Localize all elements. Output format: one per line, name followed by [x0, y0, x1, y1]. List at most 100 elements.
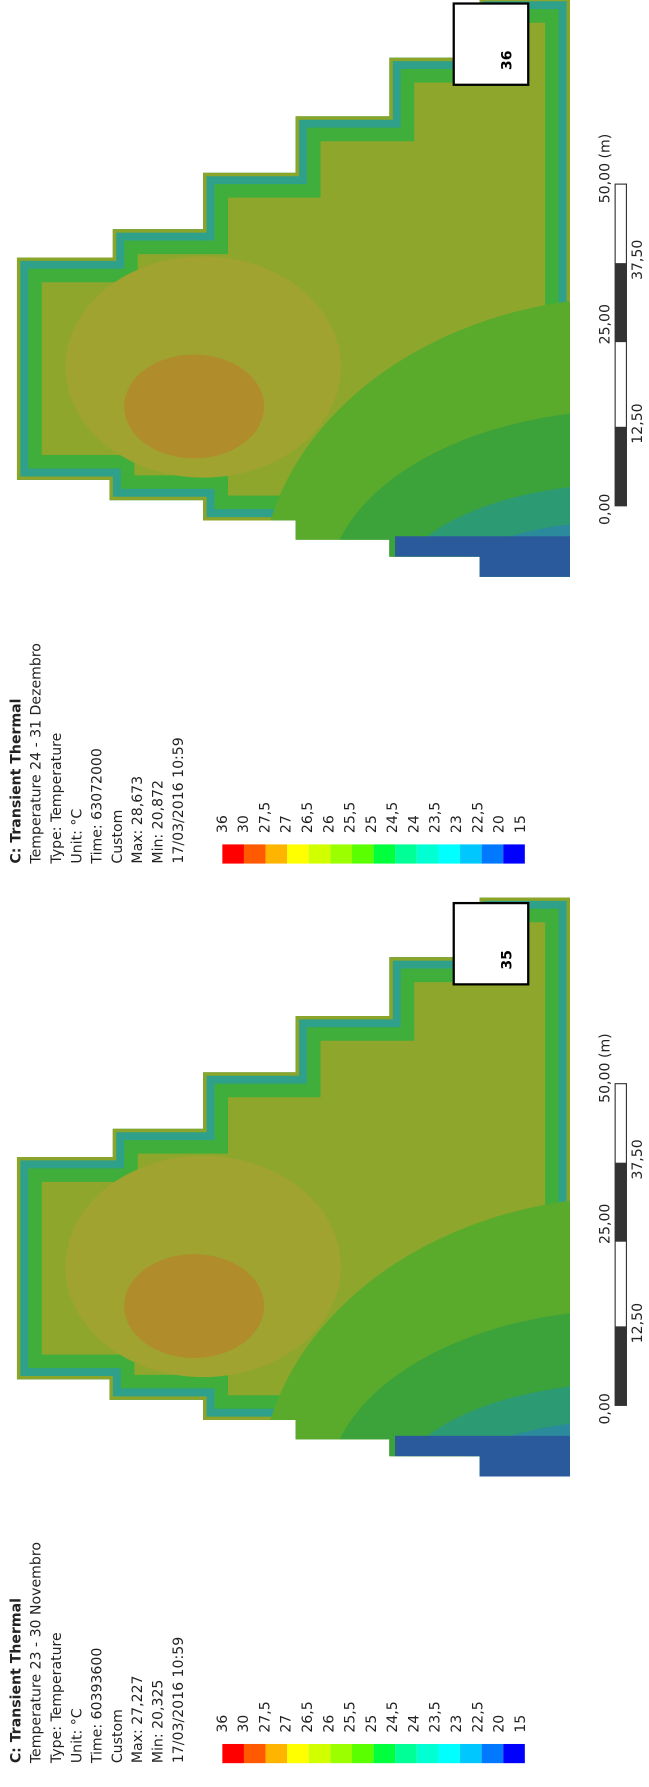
result-info: Min: 20,872 [151, 780, 167, 864]
contour-plot [16, 897, 570, 1477]
panel-number: 35 [499, 950, 515, 970]
result-title: C: Transient Thermal [8, 1598, 24, 1763]
legend-label: 36 [215, 1715, 231, 1733]
legend-swatch [287, 844, 309, 864]
scale-label: 12,50 [630, 1303, 646, 1343]
legend-swatch [243, 844, 266, 864]
legend-swatch [416, 1743, 439, 1764]
legend-label: 26,5 [300, 1701, 316, 1732]
zone [395, 1435, 570, 1477]
legend-label: 25,5 [343, 802, 359, 833]
legend-label: 24,5 [385, 802, 401, 833]
zone [327, 409, 570, 577]
scale-label: 0,00 [597, 1393, 613, 1424]
panel-number: 36 [499, 50, 515, 70]
scale-label: 37,50 [630, 240, 646, 280]
legend-label: 23,5 [428, 1701, 444, 1732]
legend-swatch [287, 1743, 309, 1764]
legend-swatch [416, 844, 439, 864]
contour-plot [16, 0, 570, 577]
legend-label: 23 [449, 815, 465, 833]
legend-swatch [308, 1743, 331, 1764]
result-info: 17/03/2016 10:59 [171, 1637, 187, 1763]
legend-swatch [395, 844, 417, 864]
legend-label: 26 [321, 1715, 337, 1733]
legend-swatch [330, 844, 352, 864]
result-info: Custom [110, 810, 126, 864]
legend-label: 15 [513, 1715, 529, 1733]
result-info: Unit: °C [69, 809, 85, 864]
scale-label: 0,00 [597, 494, 613, 525]
scale-label: 50,00 (m) [597, 134, 613, 204]
legend-label: 23 [449, 1715, 465, 1733]
result-info: Temperature 23 - 30 Novembro [29, 1542, 45, 1764]
legend-swatch [438, 844, 461, 864]
scale-label: 25,00 [597, 304, 613, 344]
result-info: Max: 27,227 [130, 1675, 146, 1763]
scale-bar [615, 263, 627, 343]
panel: C: Transient Thermal Temperature 23 - 30 … [8, 897, 646, 1764]
legend-swatch [460, 844, 482, 864]
legend-label: 25,5 [343, 1701, 359, 1732]
zone [124, 354, 265, 459]
legend-swatch [373, 1743, 396, 1764]
scale-label: 12,50 [630, 403, 646, 443]
result-info: Unit: °C [69, 1708, 85, 1763]
result-info: Type: Temperature [49, 733, 65, 865]
legend-swatch [308, 844, 331, 864]
legend-label: 27,5 [257, 1701, 273, 1732]
legend-label: 27,5 [257, 802, 273, 833]
result-info: 17/03/2016 10:59 [171, 737, 187, 863]
legend-label: 26 [321, 815, 337, 833]
legend-swatch [222, 844, 244, 864]
panel-number-box [452, 901, 530, 986]
scale-label: 25,00 [597, 1204, 613, 1244]
result-info: Temperature 24 - 31 Dezembro [29, 643, 45, 865]
edge-rim [16, 0, 570, 577]
zone [259, 1196, 570, 1477]
legend-swatch [351, 844, 374, 864]
legend-swatch [265, 844, 288, 864]
result-info: Max: 28,673 [130, 776, 146, 864]
legend-swatch [330, 1743, 352, 1764]
legend-swatch [503, 844, 525, 864]
legend-swatch [222, 1743, 244, 1764]
legend-swatch [243, 1743, 266, 1764]
legend-label: 20 [492, 815, 508, 833]
scale-label: 50,00 (m) [597, 1033, 613, 1103]
legend-label: 27 [279, 1715, 295, 1733]
contours [16, 897, 570, 1477]
legend-swatch [373, 844, 396, 864]
result-info: Time: 63072000 [90, 748, 106, 864]
legend-label: 25 [364, 1715, 380, 1733]
scale-bar [615, 426, 627, 506]
contours [16, 0, 570, 577]
result-info: Min: 20,325 [151, 1680, 167, 1764]
legend-swatch [503, 1743, 525, 1764]
scale-bar [615, 1162, 627, 1242]
legend-label: 24 [406, 1715, 422, 1733]
zone [395, 536, 570, 577]
result-title: C: Transient Thermal [8, 698, 24, 863]
legend-label: 26,5 [300, 802, 316, 833]
legend-swatch [395, 1743, 417, 1764]
legend-label: 20 [492, 1715, 508, 1733]
panel: C: Transient Thermal Temperature 24 - 31 … [8, 0, 646, 865]
legend-swatch [351, 1743, 374, 1764]
scale-label: 37,50 [630, 1139, 646, 1179]
result-info: Time: 60393600 [90, 1648, 106, 1764]
legend-label: 25 [364, 815, 380, 833]
scale-bar [615, 1326, 627, 1406]
legend-label: 15 [513, 815, 529, 833]
legend-swatch [481, 844, 504, 864]
legend-label: 23,5 [428, 802, 444, 833]
legend-label: 22,5 [470, 802, 486, 833]
legend-label: 27 [279, 815, 295, 833]
panel-number-box [452, 2, 530, 86]
legend-label: 22,5 [470, 1701, 486, 1732]
result-info: Custom [110, 1709, 126, 1763]
legend-swatch [438, 1743, 461, 1764]
legend-swatch [481, 1743, 504, 1764]
